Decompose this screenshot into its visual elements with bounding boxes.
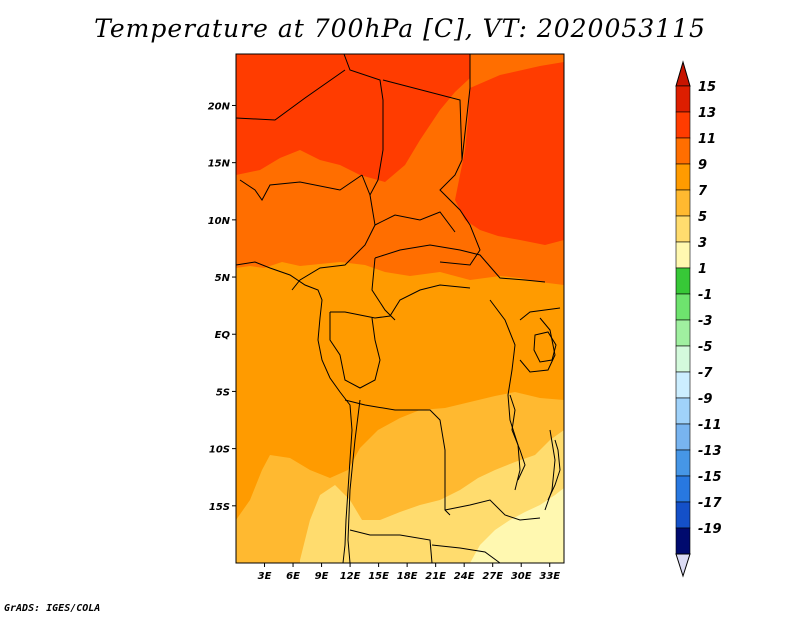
lat-tick-label: 20N <box>208 101 231 112</box>
temperature-field <box>236 54 564 563</box>
colorbar-swatch <box>675 319 691 347</box>
lat-tick-label: 10S <box>209 445 230 456</box>
coastline <box>235 261 561 564</box>
colorbar-swatch <box>675 215 691 243</box>
colorbar-swatch <box>675 501 691 529</box>
lon-tick-label: 18E <box>397 571 418 582</box>
lat-tick-label: EQ <box>215 330 231 341</box>
lat-tick-label: 15S <box>209 502 230 513</box>
colorbar-label: 9 <box>698 158 707 173</box>
colorbar-label: -7 <box>698 366 713 381</box>
field-hot <box>236 54 470 182</box>
colorbar-swatch <box>675 137 691 165</box>
colorbar-top-cap <box>675 60 691 87</box>
colorbar-bottom-cap <box>675 553 691 578</box>
lon-tick-label: 12E <box>340 571 361 582</box>
colorbar-swatch <box>675 241 691 269</box>
colorbar-swatch <box>675 267 691 295</box>
lon-tick-label: 27E <box>482 571 503 582</box>
colorbar-swatch <box>675 527 691 555</box>
lon-tick-label: 15E <box>368 571 389 582</box>
field-hot <box>455 62 564 245</box>
colorbar-label: 15 <box>698 80 716 95</box>
lon-tick-label: 21E <box>425 571 446 582</box>
colorbar-label: 11 <box>698 132 716 147</box>
colorbar-label: 7 <box>698 184 708 199</box>
colorbar-label: 1 <box>698 262 707 277</box>
lat-tick-label: 10N <box>208 216 231 227</box>
colorbar-label: -9 <box>698 392 712 407</box>
longitude-axis: 3E 6E 9E 12E 15E 18E 21E 24E 27E 30E 33E <box>258 563 560 582</box>
colorbar-label: -5 <box>698 340 712 355</box>
colorbar-swatch <box>675 397 691 425</box>
lon-tick-label: 30E <box>511 571 532 582</box>
colorbar-swatch <box>675 85 691 113</box>
colorbar-label: -3 <box>698 314 712 329</box>
software-credit: GrADS: IGES/COLA <box>4 603 101 614</box>
colorbar-label: -13 <box>698 444 722 459</box>
colorbar-label: -17 <box>698 496 722 511</box>
lat-tick-label: 15N <box>208 159 231 170</box>
lon-tick-label: 6E <box>286 571 300 582</box>
colorbar-swatch <box>675 345 691 373</box>
lon-tick-label: 33E <box>539 571 560 582</box>
colorbar-label: -1 <box>698 288 712 303</box>
colorbar-swatch <box>675 449 691 477</box>
colorbar-swatch <box>675 371 691 399</box>
colorbar-label: 5 <box>698 210 707 225</box>
colorbar-label: 13 <box>698 106 716 121</box>
lon-tick-label: 24E <box>454 571 475 582</box>
map-title: Temperature at 700hPa [C], VT: 202005311… <box>94 14 706 43</box>
latitude-axis: 20N 15N 10N 5N EQ 5S 10S 15S <box>208 101 236 513</box>
lat-tick-label: 5S <box>216 387 230 398</box>
colorbar-label: 3 <box>698 236 707 251</box>
colorbar-swatch <box>675 189 691 217</box>
colorbar-swatch <box>675 163 691 191</box>
country-borders <box>235 53 561 564</box>
colorbar-swatch <box>675 475 691 503</box>
lat-tick-label: 5N <box>215 273 231 284</box>
lon-tick-label: 3E <box>258 571 272 582</box>
lon-tick-label: 9E <box>315 571 329 582</box>
colorbar-swatch <box>675 423 691 451</box>
colorbar-label: -11 <box>698 418 722 433</box>
colorbar-label: -19 <box>698 522 722 537</box>
colorbar-swatch <box>675 293 691 321</box>
colorbar-swatch <box>675 111 691 139</box>
colorbar-label: -15 <box>698 470 722 485</box>
map-frame <box>235 53 565 564</box>
field-coolest <box>470 488 564 563</box>
colorbar: 15 13 11 9 7 5 3 1 -1 -3 -5 -7 -9 -11 -13 -15 -17 -19 <box>675 60 722 578</box>
